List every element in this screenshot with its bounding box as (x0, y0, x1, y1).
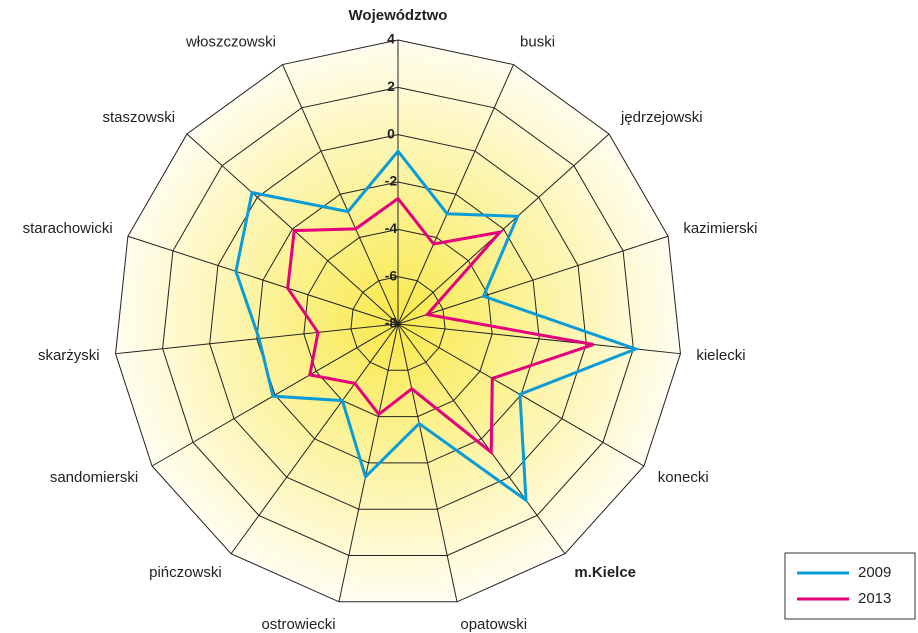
category-label: ostrowiecki (261, 616, 335, 633)
category-label: opatowski (460, 616, 527, 633)
category-label: kazimierski (683, 220, 757, 237)
y-tick-label: -4 (385, 220, 398, 236)
category-label: konecki (658, 469, 709, 486)
spoke (230, 323, 399, 555)
grid-ring (256, 181, 540, 464)
category-label: skarżyski (38, 347, 100, 364)
category-label: jędrzejowski (620, 109, 703, 126)
spoke (186, 133, 399, 325)
plot-area (115, 39, 681, 603)
series-line (234, 148, 641, 504)
category-label: kielecki (696, 347, 745, 364)
spoke (397, 323, 566, 555)
category-label: pińczowski (149, 564, 222, 581)
y-tick-label: -2 (385, 173, 398, 189)
y-tick-label: -6 (385, 267, 398, 283)
spoke (397, 64, 514, 325)
legend-label: 2009 (858, 564, 891, 581)
series-line (286, 196, 594, 456)
category-label: m.Kielce (574, 564, 636, 581)
grid-ring (303, 228, 493, 418)
spoke (282, 64, 399, 325)
category-label: staszowski (103, 109, 176, 126)
legend-box (784, 552, 916, 620)
category-label: Województwo (349, 7, 448, 24)
spoke (338, 323, 399, 602)
y-tick-label: -8 (385, 315, 398, 331)
spoke (397, 323, 458, 602)
category-label: buski (520, 34, 555, 51)
y-tick-label: 4 (387, 31, 395, 47)
grid-ring (209, 134, 587, 510)
y-tick-label: 0 (387, 125, 395, 141)
spoke (397, 235, 669, 325)
y-tick-label: 2 (387, 78, 395, 94)
legend-label: 2013 (858, 590, 891, 607)
spoke (127, 235, 399, 325)
category-label: starachowicki (23, 220, 113, 237)
spoke (115, 323, 399, 355)
category-label: sandomierski (50, 469, 138, 486)
grid-ring (162, 86, 634, 556)
grid-ring (115, 39, 681, 603)
spoke (397, 133, 610, 325)
category-label: włoszczowski (185, 34, 276, 51)
